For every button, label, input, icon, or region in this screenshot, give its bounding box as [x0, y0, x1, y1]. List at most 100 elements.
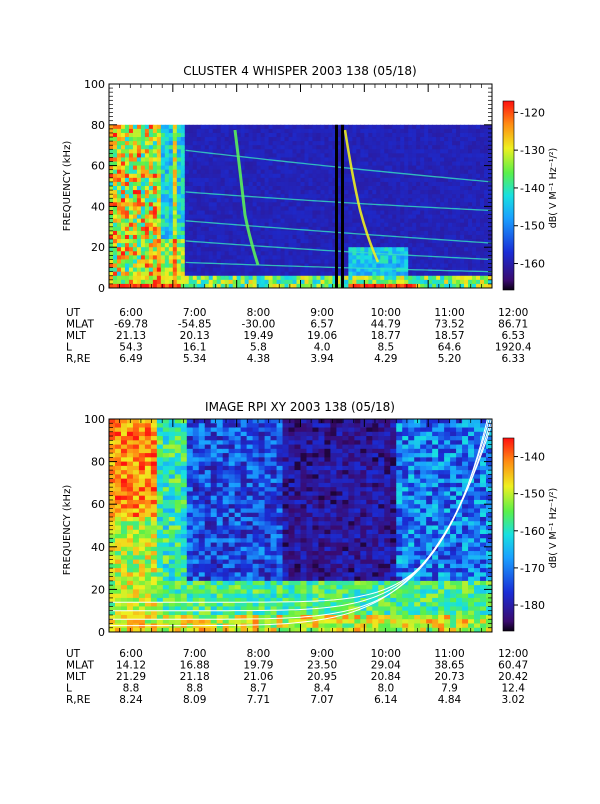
- spectrogram-cell: [121, 581, 128, 586]
- spectrogram-cell: [281, 178, 286, 183]
- spectrogram-cell: [213, 141, 218, 146]
- spectrogram-cell: [209, 178, 214, 183]
- spectrogram-cell: [448, 166, 453, 171]
- spectrogram-cell: [187, 547, 194, 552]
- spectrogram-cell: [205, 538, 212, 543]
- spectrogram-cell: [293, 276, 298, 281]
- spectrogram-cell: [273, 276, 278, 281]
- spectrogram-cell: [269, 215, 274, 220]
- spectrogram-cell: [472, 223, 477, 228]
- spectrogram-cell: [149, 259, 154, 264]
- spectrogram-cell: [388, 223, 393, 228]
- spectrogram-cell: [360, 259, 365, 264]
- spectrogram-cell: [121, 239, 126, 244]
- spectrogram-cell: [145, 585, 152, 590]
- colorbar-tick-label: -160: [520, 258, 545, 271]
- spectrogram-cell: [187, 581, 194, 586]
- spectrogram-cell: [452, 280, 457, 285]
- spectrogram-cell: [384, 198, 389, 203]
- spectrogram-cell: [396, 157, 401, 162]
- spectrogram-cell: [199, 585, 206, 590]
- spectrogram-cell: [225, 125, 230, 130]
- spectrogram-cell: [281, 133, 286, 138]
- spectrogram-cell: [416, 182, 421, 187]
- spectrogram-cell: [157, 538, 164, 543]
- spectrogram-cell: [444, 215, 449, 220]
- spectrogram-cell: [157, 568, 164, 573]
- spectrogram-cell: [193, 453, 200, 458]
- spectrogram-cell: [225, 198, 230, 203]
- spectrogram-cell: [189, 137, 194, 142]
- spectrogram-cell: [277, 182, 282, 187]
- spectrogram-cell: [404, 137, 409, 142]
- spectrogram-cell: [364, 145, 369, 150]
- spectrogram-cell: [161, 235, 166, 240]
- spectrogram-cell: [125, 268, 130, 273]
- spectrogram-cell: [440, 243, 445, 248]
- spectrogram-cell: [324, 153, 329, 158]
- spectrogram-cell: [348, 141, 353, 146]
- spectrogram-cell: [127, 445, 134, 450]
- spectrogram-cell: [372, 198, 377, 203]
- spectrogram-cell: [127, 432, 134, 437]
- spectrogram-cell: [185, 174, 190, 179]
- spectrogram-cell: [211, 457, 218, 462]
- spectrogram-cell: [452, 141, 457, 146]
- spectrogram-cell: [396, 280, 401, 285]
- spectrogram-cell: [480, 157, 485, 162]
- spectrogram-cell: [113, 210, 118, 215]
- spectrogram-cell: [157, 491, 164, 496]
- spectrogram-cell: [468, 251, 473, 256]
- spectrogram-cell: [205, 572, 212, 577]
- spectrogram-cell: [328, 268, 333, 273]
- spectrogram-cell: [157, 496, 164, 501]
- spectrogram-cell: [408, 157, 413, 162]
- spectrogram-cell: [211, 423, 218, 428]
- spectrogram-cell: [460, 231, 465, 236]
- spectrogram-cell: [257, 251, 262, 256]
- spectrogram-cell: [273, 223, 278, 228]
- spectrogram-cell: [328, 149, 333, 154]
- spectrogram-cell: [408, 153, 413, 158]
- spectrogram-cell: [245, 125, 250, 130]
- spectrogram-cell: [304, 182, 309, 187]
- spectrogram-cell: [177, 206, 182, 211]
- spectrogram-cell: [209, 272, 214, 277]
- spectrogram-cell: [297, 223, 302, 228]
- spectrogram-cell: [297, 174, 302, 179]
- spectrogram-cell: [141, 141, 146, 146]
- spectrogram-cell: [197, 264, 202, 269]
- spectrogram-cell: [440, 182, 445, 187]
- spectrogram-cell: [273, 255, 278, 260]
- spectrogram-cell: [127, 453, 134, 458]
- spectrogram-cell: [163, 487, 170, 492]
- spectrogram-cell: [356, 219, 361, 224]
- spectrogram-cell: [161, 190, 166, 195]
- spectrogram-cell: [233, 255, 238, 260]
- spectrogram-cell: [133, 619, 140, 624]
- spectrogram-cell: [163, 572, 170, 577]
- spectrogram-cell: [444, 276, 449, 281]
- spectrogram-cell: [293, 149, 298, 154]
- spectrogram-cell: [139, 496, 146, 501]
- spectrogram-cell: [117, 235, 122, 240]
- spectrogram-cell: [209, 145, 214, 150]
- spectrogram-cell: [281, 272, 286, 277]
- spectrogram-cell: [245, 276, 250, 281]
- spectrogram-cell: [289, 268, 294, 273]
- spectrogram-cell: [301, 166, 306, 171]
- spectrogram-cell: [476, 174, 481, 179]
- spectrogram-cell: [428, 162, 433, 167]
- spectrogram-cell: [181, 555, 188, 560]
- spectrogram-cell: [285, 174, 290, 179]
- spectrogram-cell: [161, 174, 166, 179]
- spectrogram-cell: [285, 223, 290, 228]
- spectrogram-cell: [173, 202, 178, 207]
- spectrogram-cell: [452, 276, 457, 281]
- spectrogram-cell: [320, 276, 325, 281]
- spectrogram-cell: [125, 215, 130, 220]
- spectrogram-cell: [388, 280, 393, 285]
- spectrogram-cell: [304, 178, 309, 183]
- spectrogram-cell: [153, 202, 158, 207]
- spectrogram-cell: [468, 153, 473, 158]
